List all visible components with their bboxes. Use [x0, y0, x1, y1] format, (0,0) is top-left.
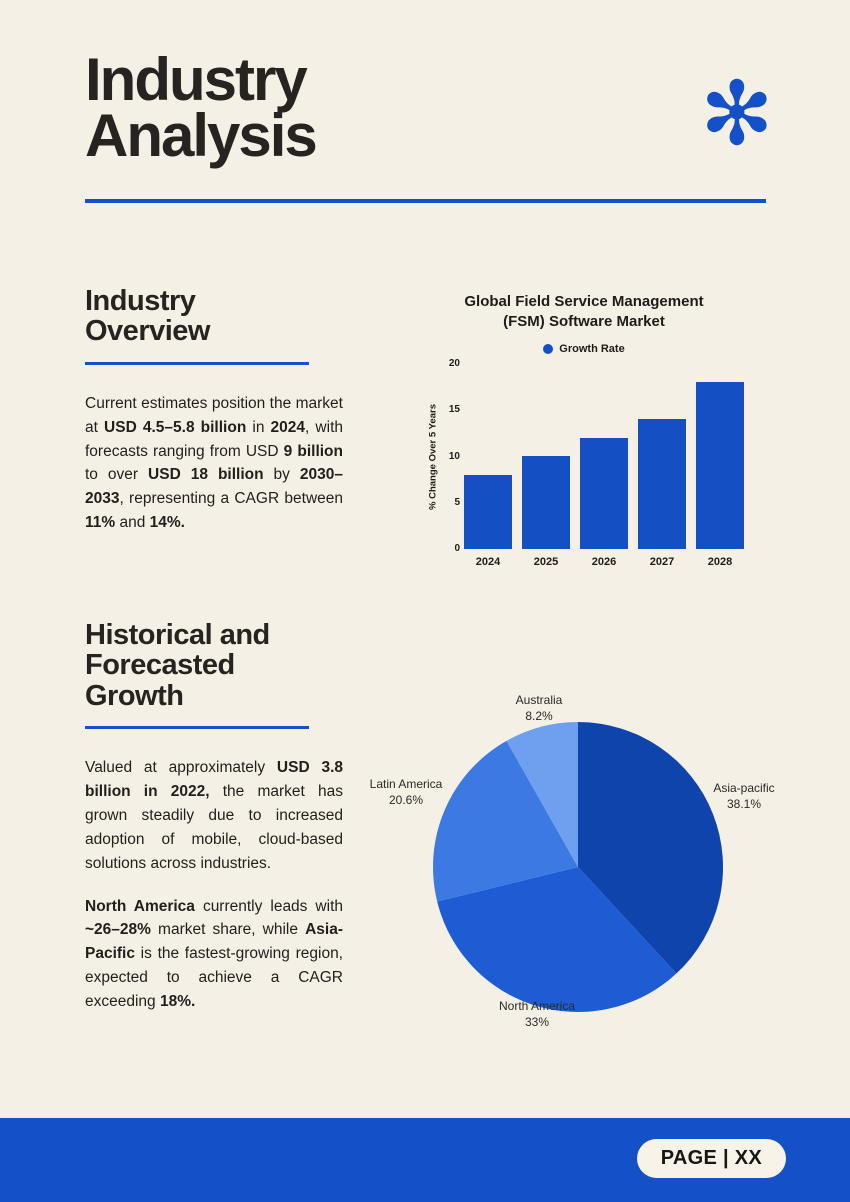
footer-band: PAGE | XX — [0, 1118, 850, 1202]
heading-line: Overview — [85, 315, 210, 348]
page-number-pill: PAGE | XX — [636, 1139, 786, 1178]
pie-slice-asia-pacific — [578, 722, 724, 974]
pie-label-value: 38.1% — [726, 797, 762, 812]
pie-label-name: North America — [498, 999, 576, 1013]
y-tick-label: 15 — [448, 404, 460, 416]
overview-heading: Industry Overview — [85, 286, 343, 347]
pie-label-value: 20.6% — [388, 793, 424, 808]
bar-2027 — [638, 419, 686, 549]
bar-plot — [464, 364, 744, 549]
legend-label: Growth Rate — [559, 343, 625, 355]
page-title-line: Analysis — [85, 101, 318, 169]
pie-label-name: Asia-pacific — [713, 781, 775, 795]
bar-2025 — [522, 456, 570, 549]
x-tick-label: 2027 — [649, 556, 675, 568]
pie-label-australia: Australia 8.2% — [486, 692, 592, 724]
pie-chart — [432, 721, 724, 1013]
pie-svg — [433, 722, 724, 1013]
x-tick-label: 2026 — [591, 556, 617, 568]
pie-label-value: 8.2% — [525, 709, 553, 724]
asterisk-icon: ✻ — [700, 64, 774, 163]
heading-underline — [85, 361, 309, 365]
pie-slice-north-america — [437, 867, 677, 1013]
growth-section: Historical and Forecasted Growth Valued at… — [85, 620, 343, 1014]
bar-chart-legend: Growth Rate — [398, 343, 770, 355]
overview-section: Industry Overview Current estimates posit… — [85, 286, 343, 535]
legend-dot-icon — [543, 344, 554, 354]
x-tick-label: 2028 — [707, 556, 733, 568]
growth-paragraph-2: North America currently leads with ~26–2… — [85, 897, 343, 1011]
x-tick-label: 2025 — [533, 556, 559, 568]
heading-line: Industry — [85, 285, 196, 317]
bar-plot-column: 2024 2025 2026 2027 2028 — [464, 364, 744, 568]
page-title: Industry Analysis — [85, 50, 318, 166]
bar-xlabels: 2024 2025 2026 2027 2028 — [464, 556, 744, 568]
bar-yticks: 0 5 10 15 20 — [442, 358, 464, 554]
bar-chart-title-line: Global Field Service Management — [464, 293, 704, 310]
pie-label-north-america: North America 33% — [484, 998, 590, 1030]
bar-chart-body: % Change Over 5 Years 0 5 10 15 20 2024 2025 2… — [398, 358, 770, 568]
bar-chart-title: Global Field Service Management (FSM) So… — [398, 292, 770, 331]
pie-label-value: 33% — [524, 1015, 550, 1030]
bar-2026 — [580, 438, 628, 549]
growth-heading: Historical and Forecasted Growth — [85, 620, 343, 711]
pie-label-asia-pacific: Asia-pacific 38.1% — [696, 780, 792, 812]
pie-label-name: Latin America — [369, 777, 443, 791]
bar-chart-title-line: (FSM) Software Market — [503, 312, 665, 330]
pie-label-name: Australia — [515, 693, 563, 707]
x-tick-label: 2024 — [475, 556, 501, 568]
heading-line: Forecasted — [85, 649, 235, 682]
pie-label-latin-america: Latin America 20.6% — [356, 776, 456, 808]
heading-line: Historical and — [85, 619, 270, 651]
heading-underline — [85, 726, 309, 730]
y-tick-label: 0 — [454, 543, 460, 554]
y-tick-label: 5 — [454, 496, 460, 508]
bar-chart: Global Field Service Management (FSM) So… — [398, 292, 770, 568]
growth-paragraph-1: Valued at approximately USD 3.8 billion … — [85, 759, 344, 872]
y-tick-label: 10 — [448, 450, 460, 462]
overview-paragraph: Current estimates position the market at… — [85, 394, 343, 532]
y-tick-label: 20 — [448, 358, 460, 369]
bar-2024 — [464, 475, 512, 549]
heading-line: Growth — [85, 679, 184, 712]
pie-slice-australia — [506, 722, 578, 867]
bar-2028 — [696, 382, 744, 549]
title-divider — [85, 199, 766, 203]
page-title-line: Industry — [85, 46, 308, 113]
pie-slice-latin-america — [433, 740, 578, 902]
y-axis-title: % Change Over 5 Years — [427, 403, 439, 510]
